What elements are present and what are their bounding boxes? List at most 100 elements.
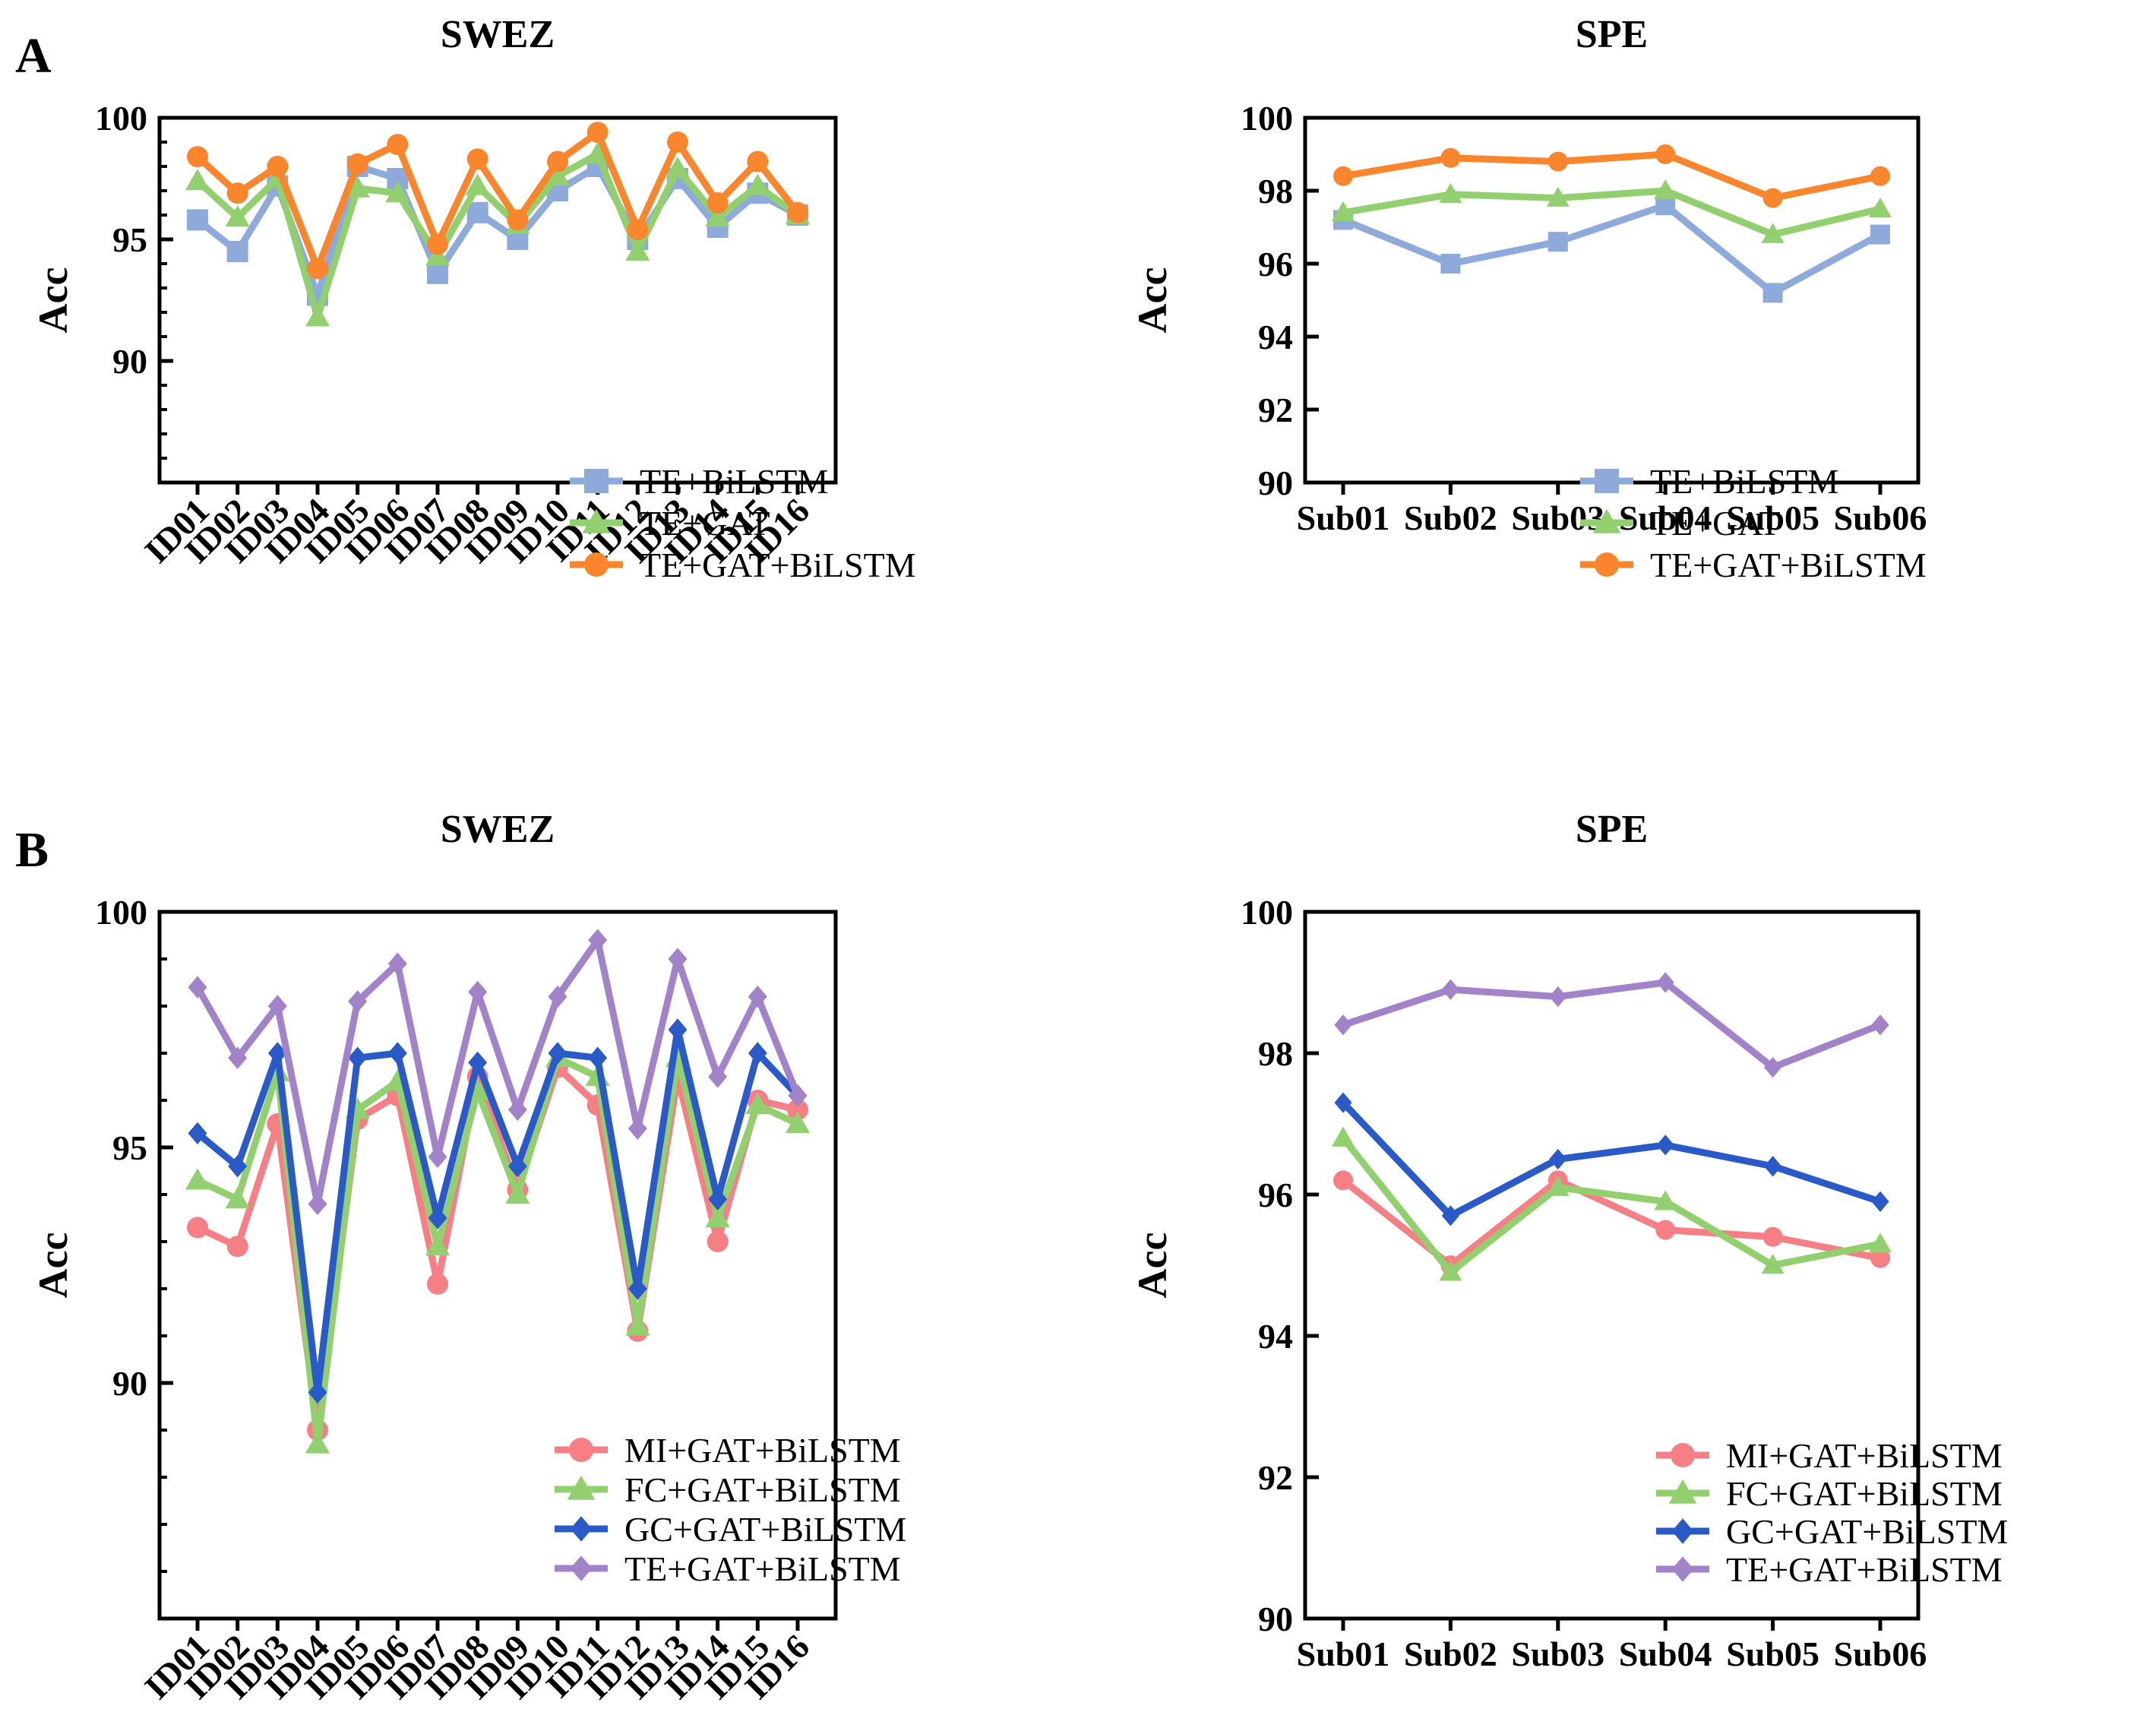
y-tick-label: 95	[112, 1128, 147, 1167]
data-point	[1439, 182, 1462, 204]
data-point	[1763, 1056, 1782, 1078]
data-point	[188, 1122, 207, 1145]
data-point	[705, 1205, 730, 1228]
data-point	[1762, 1226, 1783, 1247]
data-point	[1549, 986, 1567, 1008]
legend-marker	[1671, 1518, 1694, 1544]
series-te-bilstm	[1333, 195, 1890, 303]
data-point	[1332, 201, 1355, 222]
data-point	[1439, 1261, 1462, 1281]
data-point	[1870, 1248, 1890, 1268]
data-point	[428, 1145, 447, 1169]
y-axis-label: Acc	[30, 1233, 76, 1299]
data-point	[1333, 1170, 1353, 1191]
panel-letter-b: B	[15, 822, 49, 878]
data-point	[468, 980, 488, 1004]
data-point	[1655, 144, 1676, 164]
x-tick-label: Sub01	[1297, 1634, 1390, 1673]
data-point	[787, 201, 808, 223]
data-point	[188, 976, 207, 998]
data-point	[1547, 151, 1568, 172]
data-point	[305, 1432, 330, 1454]
chart-a-left: SWEZAcc9095100ID01ID02ID03ID04ID05ID06ID…	[30, 13, 916, 584]
data-point	[346, 153, 368, 175]
data-point	[707, 1231, 729, 1252]
legend-label: GC+GAT+BiLSTM	[624, 1510, 906, 1549]
data-point	[588, 1046, 608, 1069]
data-point	[267, 156, 289, 177]
data-point	[748, 985, 767, 1008]
legend-marker	[584, 552, 609, 577]
data-point	[1549, 1148, 1567, 1170]
series-line	[194, 936, 801, 1207]
data-point	[427, 1273, 448, 1295]
x-tick-label: Sub04	[1619, 498, 1712, 537]
legend-marker	[582, 508, 611, 533]
data-point	[1441, 1205, 1460, 1226]
plot-frame	[1303, 910, 1920, 1621]
data-point	[428, 1207, 447, 1229]
legend: MI+GAT+BiLSTMFC+GAT+BiLSTMGC+GAT+BiLSTMT…	[1656, 1436, 2008, 1589]
data-point	[348, 990, 368, 1013]
legend-label: TE+GAT	[1650, 504, 1781, 543]
y-tick-label: 90	[1258, 464, 1293, 502]
data-point	[387, 952, 407, 975]
series-line	[1340, 1100, 1882, 1220]
legend-marker	[1668, 1479, 1697, 1504]
data-point	[507, 1098, 527, 1122]
y-tick-label: 95	[112, 220, 147, 259]
panel-letter-a: A	[15, 28, 52, 84]
data-point	[228, 1155, 248, 1178]
y-tick-label: 90	[112, 342, 147, 381]
legend-marker	[570, 1555, 593, 1581]
series-te-gat-bilstm	[1334, 972, 1889, 1078]
data-point	[425, 1234, 450, 1256]
plot-frame	[157, 116, 838, 485]
data-point	[667, 131, 688, 153]
data-point	[708, 1065, 728, 1088]
series-line	[1342, 187, 1882, 239]
data-point	[225, 1187, 250, 1209]
data-point	[226, 241, 248, 262]
chart-a-right: SPE Acc 90 92 94 96 98 100 Sub01 Sub02 Sub03 Sub04 S…	[1130, 13, 1927, 584]
legend-label: TE+GAT+BiLSTM	[640, 546, 916, 584]
legend-marker	[1671, 1443, 1695, 1467]
series-line	[1342, 150, 1881, 202]
y-axis-label: Acc	[1130, 1233, 1175, 1299]
data-point	[305, 305, 330, 327]
chart-b-right: SPE Acc 90 92 94 96 98 100 Sub01 Sub02 Sub03 Sub04 S…	[1130, 808, 2008, 1673]
y-tick-label: 90	[1258, 1600, 1293, 1638]
data-point	[585, 141, 610, 164]
legend-label: TE+BiLSTM	[640, 462, 828, 501]
data-point	[1761, 1254, 1785, 1274]
data-point	[1654, 1190, 1677, 1210]
data-point	[628, 1277, 647, 1300]
series-line	[194, 128, 801, 272]
data-point	[548, 985, 567, 1008]
data-point	[1547, 232, 1568, 252]
legend-label: FC+GAT+BiLSTM	[1726, 1474, 2003, 1513]
series-fc-gat-bilstm	[1332, 1126, 1892, 1281]
data-point	[468, 1051, 488, 1074]
data-point	[625, 1314, 650, 1336]
y-tick-label: 96	[1258, 245, 1293, 283]
data-point	[1546, 1176, 1570, 1196]
data-point	[465, 173, 490, 195]
data-point	[187, 146, 208, 168]
data-point	[747, 150, 769, 172]
data-point	[547, 150, 568, 172]
data-point	[1869, 1233, 1892, 1253]
data-point	[665, 157, 691, 179]
data-point	[785, 1111, 811, 1134]
legend-label: GC+GAT+BiLSTM	[1726, 1512, 2008, 1551]
data-point	[707, 192, 729, 214]
series-gc-gat-bilstm	[1334, 1092, 1889, 1226]
data-point	[466, 148, 488, 170]
y-tick-label: 100	[95, 893, 147, 932]
data-point	[267, 1042, 287, 1065]
x-tick-label: Sub02	[1404, 498, 1497, 537]
data-point	[187, 209, 208, 231]
data-point	[427, 262, 448, 284]
series-te-gat-bilstm	[187, 122, 808, 280]
